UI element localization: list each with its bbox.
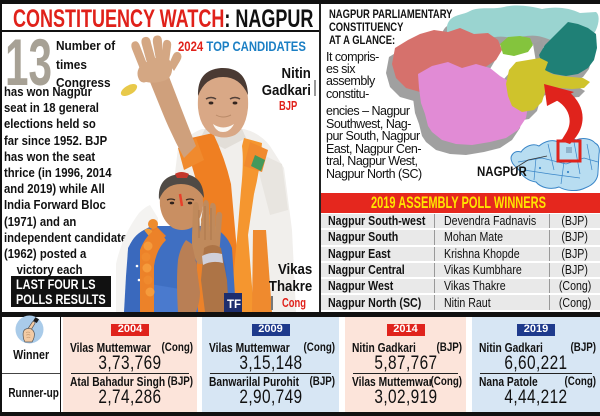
- svg-text:TF: TF: [227, 299, 241, 311]
